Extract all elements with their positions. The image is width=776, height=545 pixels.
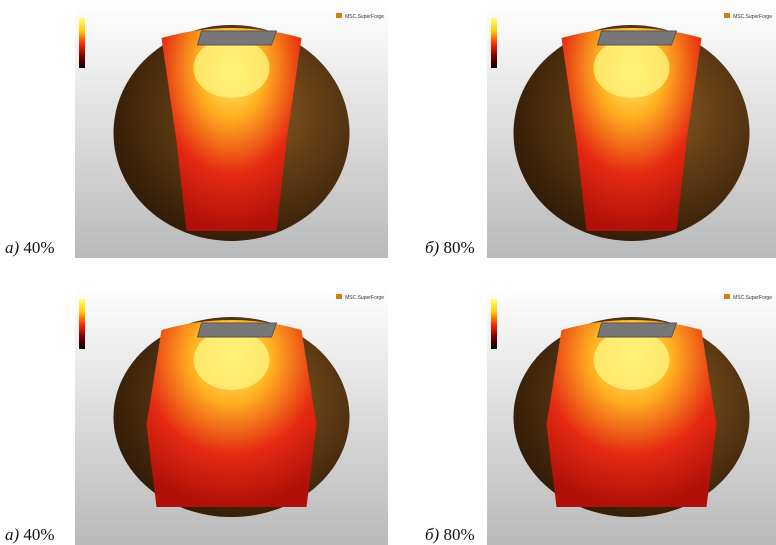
caption-percent: 80%	[443, 525, 475, 544]
simulation-image: MSC.SuperForge	[487, 285, 776, 545]
die-block	[596, 322, 678, 338]
legend-bar	[491, 299, 497, 349]
hot-core	[193, 38, 270, 98]
legend-bar	[79, 299, 85, 349]
caption-letter: б)	[425, 525, 440, 544]
caption: а) 40%	[5, 238, 55, 258]
logo: MSC.SuperForge	[345, 295, 384, 301]
legend-bar	[491, 18, 497, 68]
logo: MSC.SuperForge	[733, 295, 772, 301]
die-block	[196, 322, 278, 338]
caption: а) 40%	[5, 525, 55, 545]
die-block	[196, 30, 278, 46]
simulation-image: MSC.SuperForge	[75, 285, 388, 545]
legend-bar	[79, 18, 85, 68]
logo: MSC.SuperForge	[345, 14, 384, 20]
logo-icon	[724, 13, 730, 18]
caption: б) 80%	[425, 238, 475, 258]
caption-percent: 40%	[23, 525, 55, 544]
simulation-image: MSC.SuperForge	[75, 4, 388, 258]
caption: б) 80%	[425, 525, 475, 545]
logo-icon	[336, 13, 342, 18]
caption-letter: а)	[5, 525, 20, 544]
hot-core	[193, 330, 270, 390]
logo-icon	[336, 294, 342, 299]
hot-core	[593, 38, 670, 98]
caption-percent: 80%	[443, 238, 475, 257]
logo-icon	[724, 294, 730, 299]
caption-letter: а)	[5, 238, 20, 257]
hot-core	[593, 330, 670, 390]
die-block	[596, 30, 678, 46]
caption-letter: б)	[425, 238, 440, 257]
heat-zone	[546, 320, 717, 507]
logo: MSC.SuperForge	[733, 14, 772, 20]
caption-percent: 40%	[23, 238, 55, 257]
heat-zone	[146, 320, 317, 507]
simulation-image: MSC.SuperForge	[487, 4, 776, 258]
